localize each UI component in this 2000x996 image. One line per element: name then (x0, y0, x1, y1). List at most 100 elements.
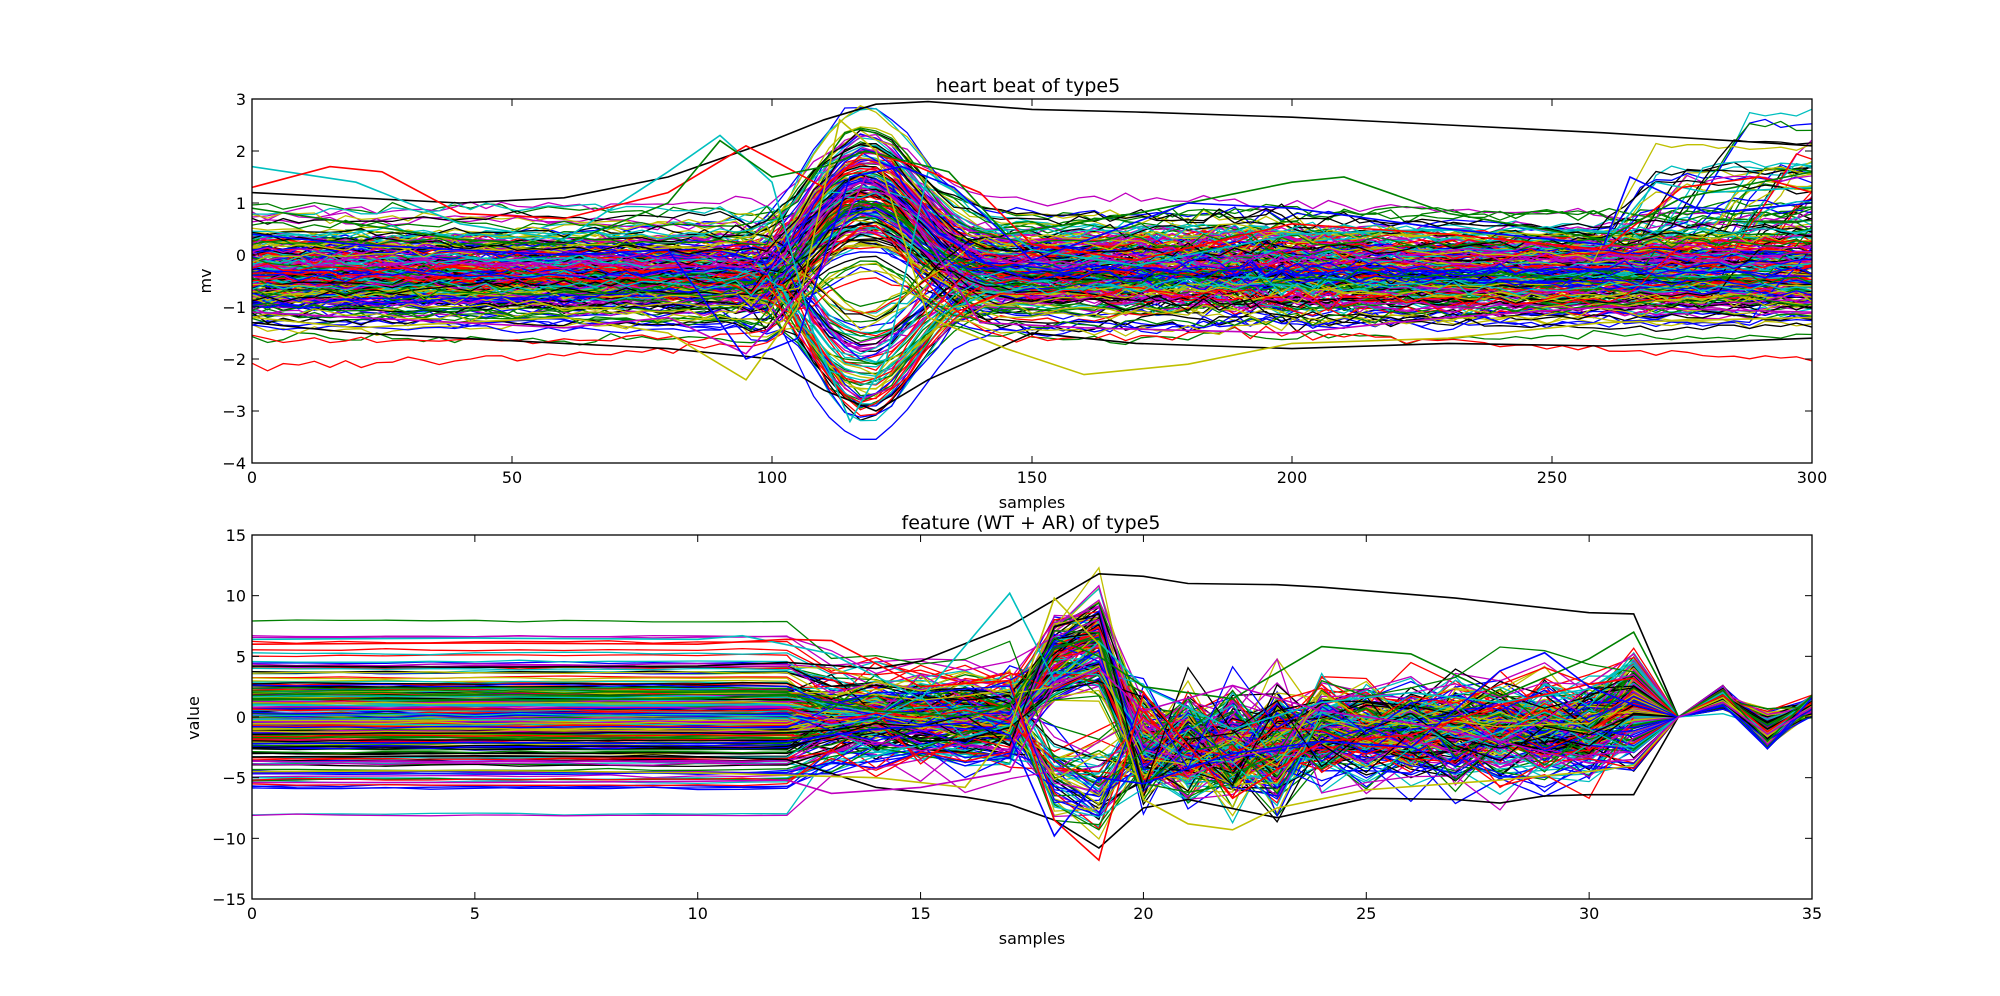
heartbeat-x-tick-label: 50 (502, 468, 522, 487)
feature-background-trace (252, 657, 1812, 817)
feature-x-tick-label: 5 (470, 904, 480, 923)
feature-background-trace (252, 618, 1812, 759)
feature-y-ticks: −15 −10 −5 0 5 10 15 (212, 526, 1812, 909)
heartbeat-series-line (252, 321, 1812, 412)
feature-series-line (252, 638, 1812, 862)
feature-series-group (252, 572, 1812, 862)
heartbeat-y-tick-label: −1 (222, 298, 246, 317)
heartbeat-y-tick-label: −4 (222, 454, 246, 473)
heartbeat-series-line (252, 165, 1812, 360)
feature-background-trace (252, 613, 1812, 792)
heartbeat-y-tick-label: 0 (236, 246, 246, 265)
heartbeat-y-tick-label: 2 (236, 142, 246, 161)
heartbeat-y-tick-label: −3 (222, 402, 246, 421)
heartbeat-y-ticks: −4 −3 −2 −1 0 1 2 3 (222, 90, 1812, 473)
feature-background-trace (252, 637, 1812, 795)
heartbeat-background-trace (252, 126, 1812, 245)
feature-series-line (252, 591, 1812, 737)
heartbeat-background-trace (252, 205, 1812, 307)
feature-background-trace (252, 649, 1812, 793)
feature-background-trace (252, 587, 1812, 781)
feature-x-tick-label: 30 (1579, 904, 1599, 923)
feature-background-trace (252, 673, 1812, 803)
heartbeat-background-trace (252, 221, 1812, 333)
feature-x-tick-label: 10 (688, 904, 708, 923)
heartbeat-x-tick-label: 200 (1277, 468, 1308, 487)
feature-y-tick-label: 5 (236, 647, 246, 666)
heartbeat-background-trace (252, 133, 1812, 223)
feature-ylabel: value (184, 696, 203, 740)
heartbeat-series-line (252, 100, 1812, 204)
heartbeat-series-line (252, 139, 1812, 246)
feature-x-ticks: 0 5 10 15 20 25 30 35 (247, 535, 1822, 923)
heartbeat-y-tick-label: −2 (222, 350, 246, 369)
heartbeat-background-trace (252, 262, 1812, 337)
feature-background-trace (252, 619, 1812, 787)
feature-x-tick-label: 25 (1356, 904, 1376, 923)
feature-x-tick-label: 15 (910, 904, 930, 923)
heartbeat-background-trace (252, 186, 1812, 250)
heartbeat-x-ticks: 0 50 100 150 200 250 300 (247, 99, 1827, 487)
feature-series-line (252, 651, 1812, 838)
heartbeat-background-trace (252, 237, 1812, 417)
feature-plot: feature (WT + AR) of type5 0 5 10 15 20 25 30 3… (184, 512, 1822, 948)
feature-y-tick-label: −15 (212, 890, 246, 909)
heartbeat-ylabel: mv (196, 268, 215, 293)
heartbeat-series-line (252, 118, 1812, 381)
heartbeat-background-trace (252, 207, 1812, 310)
heartbeat-series-line (252, 175, 1812, 355)
heartbeat-y-tick-label: 1 (236, 194, 246, 213)
feature-series-line (252, 697, 1812, 849)
heartbeat-background-trace (252, 139, 1812, 259)
feature-y-tick-label: 10 (226, 587, 246, 606)
feature-y-tick-label: 0 (236, 708, 246, 727)
feature-background-trace (252, 651, 1812, 782)
heartbeat-background-trace (252, 222, 1812, 312)
feature-background-trace (252, 647, 1812, 781)
feature-y-tick-label: −10 (212, 829, 246, 848)
heartbeat-background-trace (252, 151, 1812, 283)
feature-x-tick-label: 35 (1802, 904, 1822, 923)
heartbeat-background-trace (252, 179, 1812, 272)
heartbeat-xlabel: samples (999, 493, 1066, 512)
heartbeat-background-trace (252, 142, 1812, 264)
heartbeat-background-trace (252, 200, 1812, 301)
heartbeat-x-tick-label: 300 (1797, 468, 1828, 487)
feature-background-trace (252, 630, 1812, 793)
heartbeat-series-line (252, 144, 1812, 262)
heartbeat-x-tick-label: 0 (247, 468, 257, 487)
feature-x-tick-label: 20 (1133, 904, 1153, 923)
feature-background-trace (252, 701, 1812, 803)
heartbeat-x-tick-label: 150 (1017, 468, 1048, 487)
heartbeat-y-tick-label: 3 (236, 90, 246, 109)
heartbeat-x-tick-label: 100 (757, 468, 788, 487)
heartbeat-background-trace (252, 212, 1812, 309)
feature-background-traces (252, 566, 1812, 841)
feature-y-tick-label: 15 (226, 526, 246, 545)
feature-y-tick-label: −5 (222, 769, 246, 788)
feature-background-trace (252, 631, 1812, 793)
heartbeat-background-trace (252, 224, 1812, 372)
feature-background-trace (252, 665, 1812, 768)
heartbeat-background-trace (252, 233, 1812, 333)
heartbeat-background-trace (252, 276, 1812, 377)
heartbeat-x-tick-label: 250 (1537, 468, 1568, 487)
heartbeat-plot: heart beat of type5 0 50 100 150 200 250 300 −… (196, 75, 1827, 512)
feature-series-line (252, 596, 1812, 831)
heartbeat-background-trace (252, 180, 1812, 278)
heartbeat-background-traces (252, 105, 1812, 440)
feature-background-trace (252, 634, 1812, 788)
feature-series-line (252, 667, 1812, 795)
heartbeat-series-group (252, 100, 1812, 424)
feature-series-line (252, 630, 1812, 743)
heartbeat-background-trace (252, 152, 1812, 288)
feature-x-tick-label: 0 (247, 904, 257, 923)
feature-background-trace (252, 680, 1812, 787)
feature-series-line (252, 572, 1812, 740)
feature-background-trace (252, 665, 1812, 817)
heartbeat-background-trace (252, 144, 1812, 240)
heartbeat-title: heart beat of type5 (936, 75, 1120, 97)
feature-title: feature (WT + AR) of type5 (902, 512, 1161, 534)
